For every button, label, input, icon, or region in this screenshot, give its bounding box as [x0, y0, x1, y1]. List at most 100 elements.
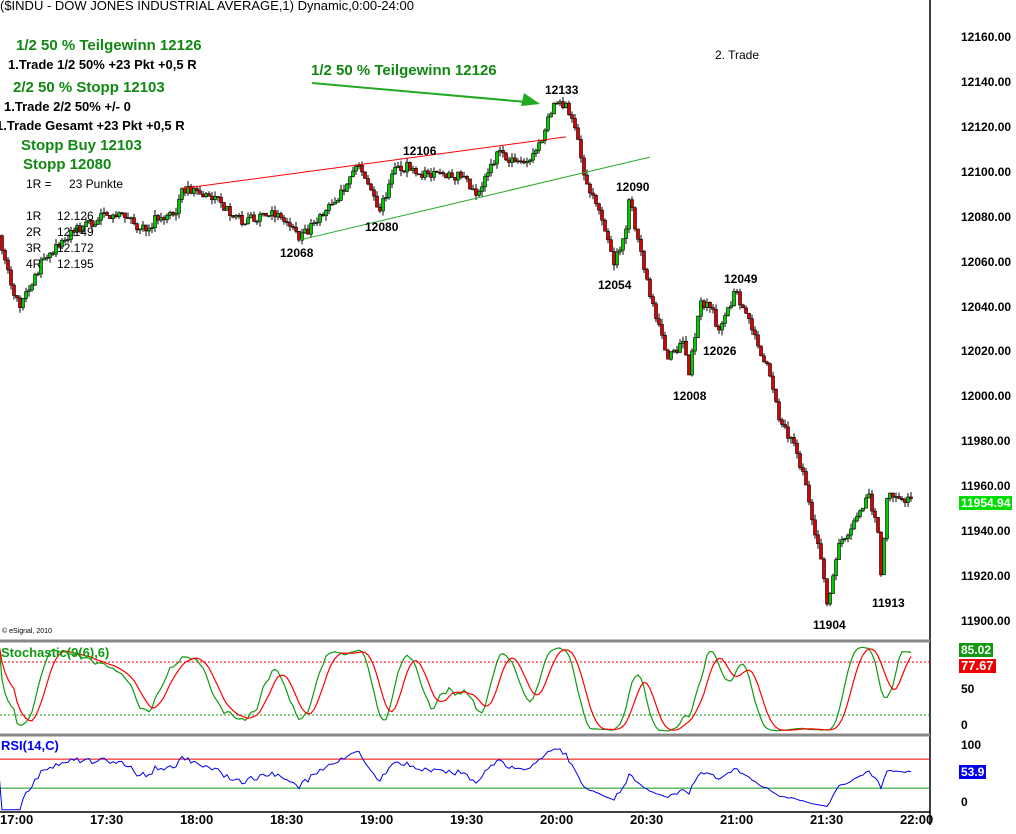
candle — [795, 442, 799, 454]
candle — [192, 188, 196, 194]
time-tick: 19:30 — [450, 812, 484, 827]
candle — [888, 492, 892, 499]
candle — [735, 291, 739, 293]
rsi-tag: 53.9 — [959, 765, 987, 779]
candle — [84, 221, 88, 228]
candle — [729, 305, 733, 308]
candle — [423, 170, 427, 178]
candle — [705, 301, 709, 308]
candle — [417, 173, 421, 176]
candle — [837, 543, 841, 561]
candle — [495, 151, 499, 165]
time-tick: 18:30 — [270, 812, 304, 827]
candle — [615, 251, 619, 266]
candle — [768, 363, 772, 377]
time-tick: 20:00 — [540, 812, 574, 827]
candle — [126, 217, 130, 220]
candle — [117, 212, 121, 218]
candle — [651, 296, 655, 305]
window-title: ($INDU - DOW JONES INDUSTRIAL AVERAGE,1)… — [0, 0, 414, 13]
candle — [129, 217, 133, 220]
candle — [513, 157, 517, 162]
candle — [786, 426, 790, 439]
stoch-tick: 50 — [961, 682, 975, 696]
candle — [66, 239, 70, 241]
candle — [780, 419, 784, 425]
candle — [363, 171, 367, 179]
candle — [627, 199, 631, 230]
candle — [150, 227, 154, 230]
candle — [405, 162, 409, 173]
candle — [792, 437, 796, 444]
candle — [276, 213, 280, 218]
candle — [21, 298, 25, 308]
price-tick: 12080.00 — [961, 209, 1012, 224]
candle — [210, 195, 214, 201]
candle — [546, 116, 550, 131]
candle — [138, 228, 142, 231]
price-tick: 12140.00 — [961, 74, 1012, 89]
candle — [519, 160, 523, 163]
annotation-text: Stopp Buy 12103 — [21, 137, 142, 154]
candle — [339, 189, 343, 201]
candle — [450, 172, 454, 178]
candle — [696, 315, 700, 338]
candle — [726, 307, 730, 316]
candle — [312, 222, 316, 225]
arrow-head-icon — [521, 93, 540, 106]
candle — [9, 269, 13, 286]
candle — [681, 340, 685, 344]
candle — [825, 578, 829, 605]
candle — [531, 153, 535, 161]
candle — [426, 170, 430, 174]
candle — [453, 176, 457, 181]
candle — [672, 349, 676, 353]
candle — [690, 350, 694, 376]
stochastic-label: Stochastic(9(6),6) — [1, 645, 110, 660]
candle — [93, 223, 97, 227]
rsi-tick: 100 — [961, 738, 982, 752]
candle — [762, 355, 766, 363]
annotation-text: 1.Trade 1/2 50% +23 Pkt +0,5 R — [8, 57, 197, 72]
time-tick: 20:30 — [630, 812, 664, 827]
candle — [756, 334, 760, 347]
price-tick: 11960.00 — [961, 479, 1011, 494]
candle — [819, 543, 823, 560]
candle — [336, 199, 340, 203]
candle — [318, 214, 322, 223]
time-tick: 17:30 — [90, 812, 124, 827]
candle — [732, 291, 736, 307]
candle — [234, 215, 238, 218]
candle — [708, 301, 712, 308]
candle — [846, 534, 850, 539]
candle — [660, 324, 664, 336]
candle — [873, 510, 877, 518]
candle — [465, 176, 469, 180]
candle — [132, 217, 136, 225]
candle — [252, 214, 256, 222]
rsi-line — [0, 748, 912, 811]
candle — [333, 202, 337, 205]
price-tick: 11940.00 — [961, 524, 1011, 539]
candle — [552, 102, 556, 115]
stoch-d-line — [0, 646, 912, 731]
candle — [861, 507, 865, 512]
candle — [798, 453, 802, 468]
candle — [804, 471, 808, 486]
candle — [717, 326, 721, 331]
candle — [303, 228, 307, 234]
candle — [579, 139, 583, 159]
candle — [741, 304, 745, 309]
candle — [315, 221, 319, 224]
candle — [414, 168, 418, 175]
candle — [600, 209, 604, 221]
candle — [123, 212, 127, 219]
candle — [174, 212, 178, 216]
time-tick: 21:00 — [720, 812, 754, 827]
candle — [438, 172, 442, 174]
candle — [177, 199, 181, 214]
candle — [297, 231, 301, 241]
candle — [201, 193, 205, 197]
annotation-text: Stopp 12080 — [23, 156, 112, 173]
